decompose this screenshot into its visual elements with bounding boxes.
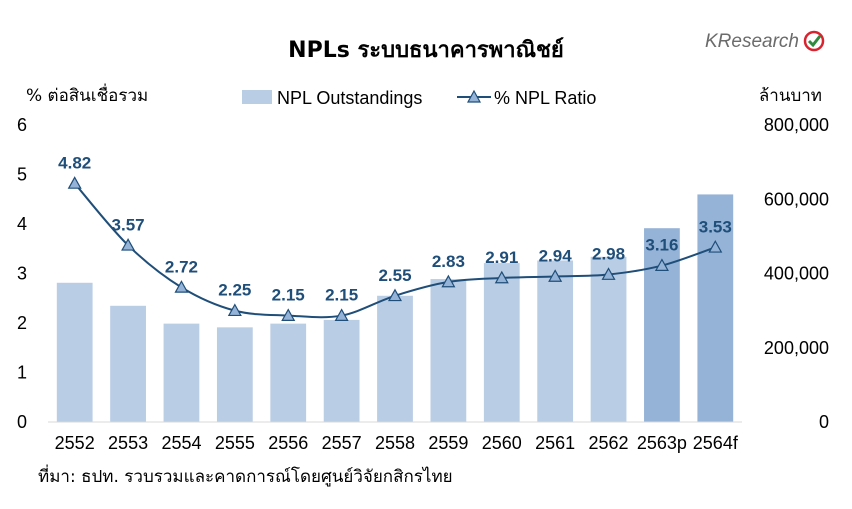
bar-series [56,194,734,422]
y-left-tick-label: 1 [17,363,27,383]
bar-2552 [56,282,93,422]
npl-ratio-data-label: 2.15 [272,286,305,305]
npl-ratio-marker [601,267,616,280]
npl-ratio-data-label: 2.98 [592,244,625,263]
npl-ratio-data-label: 3.16 [645,236,678,255]
x-axis: 2552 2553 2554 2555 2556 2557 2558 2559 2560 2561… [55,433,739,453]
bar-2557 [323,319,360,422]
y-right-tick-label: 200,000 [764,338,829,358]
x-tick-label: 2563p [637,433,687,453]
npl-ratio-data-label: 2.55 [378,266,411,285]
y-right-tick-label: 800,000 [764,115,829,135]
npl-ratio-marker [441,274,456,288]
bar-2562 [590,256,627,422]
line-series: 4.82 3.57 2.72 2.25 2.15 2.15 2.55 2.83 2.91 2.94… [58,153,732,321]
bar-2558 [377,295,413,422]
npl-ratio-marker [494,270,509,284]
y-axis-left: 0 1 2 3 4 5 6 [17,115,27,432]
logo-text: KResearch [705,31,799,52]
npl-ratio-data-label: 2.91 [485,248,518,267]
x-tick-label: 2560 [482,433,522,453]
source-note: ที่มา: ธปท. รวบรวมและคาดการณ์โดยศูนย์วิจ… [38,464,453,487]
x-tick-label: 2552 [55,433,95,453]
bar-2563p [644,228,680,422]
x-tick-label: 2553 [108,433,148,453]
npl-ratio-data-label: 2.83 [432,252,465,271]
legend-line-label: % NPL Ratio [494,88,596,108]
npl-ratio-marker [654,258,669,271]
npl-ratio-marker [548,269,563,282]
npl-ratio-marker [174,280,189,293]
npl-ratio-marker [227,303,242,317]
npl-ratio-data-label: 2.94 [539,246,573,265]
bar-2564f [697,194,734,422]
y-left-tick-label: 6 [17,115,27,135]
chart-title: NPLs ระบบธนาคารพาณิชย์ [288,37,564,63]
legend-bar-swatch [242,90,272,104]
npl-ratio-marker [281,308,296,321]
y-right-tick-label: 0 [819,412,829,432]
npl-ratio-marker [67,176,82,189]
npl-ratio-data-label: 2.25 [218,281,251,300]
bar-2555 [216,327,253,422]
x-tick-label: 2557 [322,433,362,453]
bar-2559 [430,279,467,422]
kresearch-logo: KResearch [705,30,825,52]
y-left-tick-label: 5 [17,165,27,185]
legend: NPL Outstandings % NPL Ratio [242,88,596,108]
x-tick-label: 2561 [535,433,575,453]
npl-ratio-data-label: 2.15 [325,286,358,305]
y-right-tick-label: 600,000 [764,189,829,209]
x-tick-label: 2554 [161,433,201,453]
x-tick-label: 2564f [693,433,739,453]
npl-ratio-data-label: 3.53 [699,217,732,236]
y-right-tick-label: 400,000 [764,264,829,284]
bar-2560 [483,263,520,422]
npl-ratio-marker [708,240,723,253]
npl-ratio-data-label: 2.72 [165,257,198,276]
npl-ratio-marker [121,238,136,251]
y-axis-left-label: % ต่อสินเชื่อรวม [26,83,148,106]
bar-2561 [537,260,574,422]
y-left-tick-label: 2 [17,313,27,333]
logo-ring [803,30,825,52]
npl-ratio-marker [334,308,349,321]
npl-ratio-data-label: 4.82 [58,153,91,172]
legend-triangle-icon [466,89,482,103]
x-tick-label: 2562 [589,433,629,453]
x-tick-label: 2559 [428,433,468,453]
legend-bar-label: NPL Outstandings [277,88,422,108]
bar-2554 [163,323,200,422]
y-left-tick-label: 4 [17,214,27,234]
y-axis-right-label: ล้านบาท [759,86,822,106]
y-axis-right: 0 200,000 400,000 600,000 800,000 [764,115,829,432]
y-left-tick-label: 3 [17,264,27,284]
x-tick-label: 2558 [375,433,415,453]
y-left-tick-label: 0 [17,412,27,432]
x-tick-label: 2555 [215,433,255,453]
bar-2553 [110,305,146,422]
x-tick-label: 2556 [268,433,308,453]
logo-check-icon [807,35,822,48]
npl-ratio-data-label: 3.57 [112,215,145,234]
bar-2556 [270,323,307,422]
npl-ratio-marker [387,288,403,302]
